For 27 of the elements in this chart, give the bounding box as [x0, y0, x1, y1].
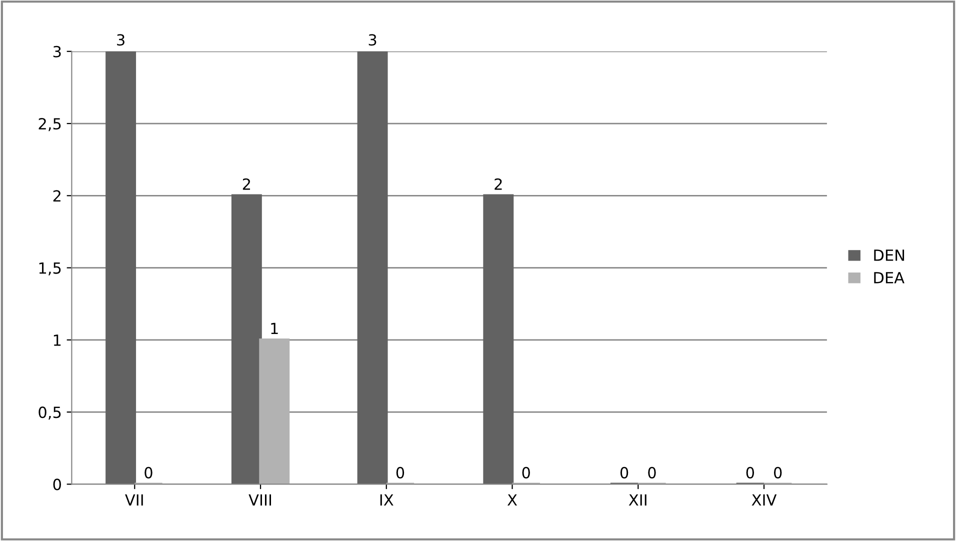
data-label: 0 — [774, 466, 782, 478]
data-label: 0 — [620, 466, 628, 478]
y-tick-label: 1,5 — [39, 262, 61, 276]
data-label: 0 — [522, 466, 530, 478]
y-tick-label: 2 — [53, 190, 60, 202]
y-tick-label: 2,5 — [38, 118, 61, 132]
y-tick-label: 0 — [53, 478, 61, 490]
data-label: 0 — [396, 466, 404, 478]
legend-label: DEN — [874, 250, 904, 261]
x-tick-label: VII — [125, 494, 143, 506]
data-label: 2 — [494, 178, 502, 190]
data-label: 0 — [648, 466, 656, 478]
x-tick-label: XIV — [752, 494, 777, 506]
x-tick-label: XII — [628, 494, 646, 506]
data-label: 2 — [242, 178, 250, 190]
data-label: 0 — [746, 466, 754, 478]
data-label: 1 — [271, 322, 278, 334]
legend-label: DEA — [874, 272, 904, 284]
y-tick-label: 0,5 — [38, 406, 61, 420]
x-tick-label: IX — [380, 494, 394, 506]
data-label: 3 — [368, 34, 376, 46]
x-tick-label: X — [507, 494, 518, 506]
data-label: 0 — [144, 466, 152, 478]
y-tick-label: 3 — [53, 46, 61, 58]
data-label: 3 — [117, 34, 124, 46]
y-tick-label: 1 — [54, 334, 61, 346]
x-tick-label: VIII — [248, 494, 271, 506]
